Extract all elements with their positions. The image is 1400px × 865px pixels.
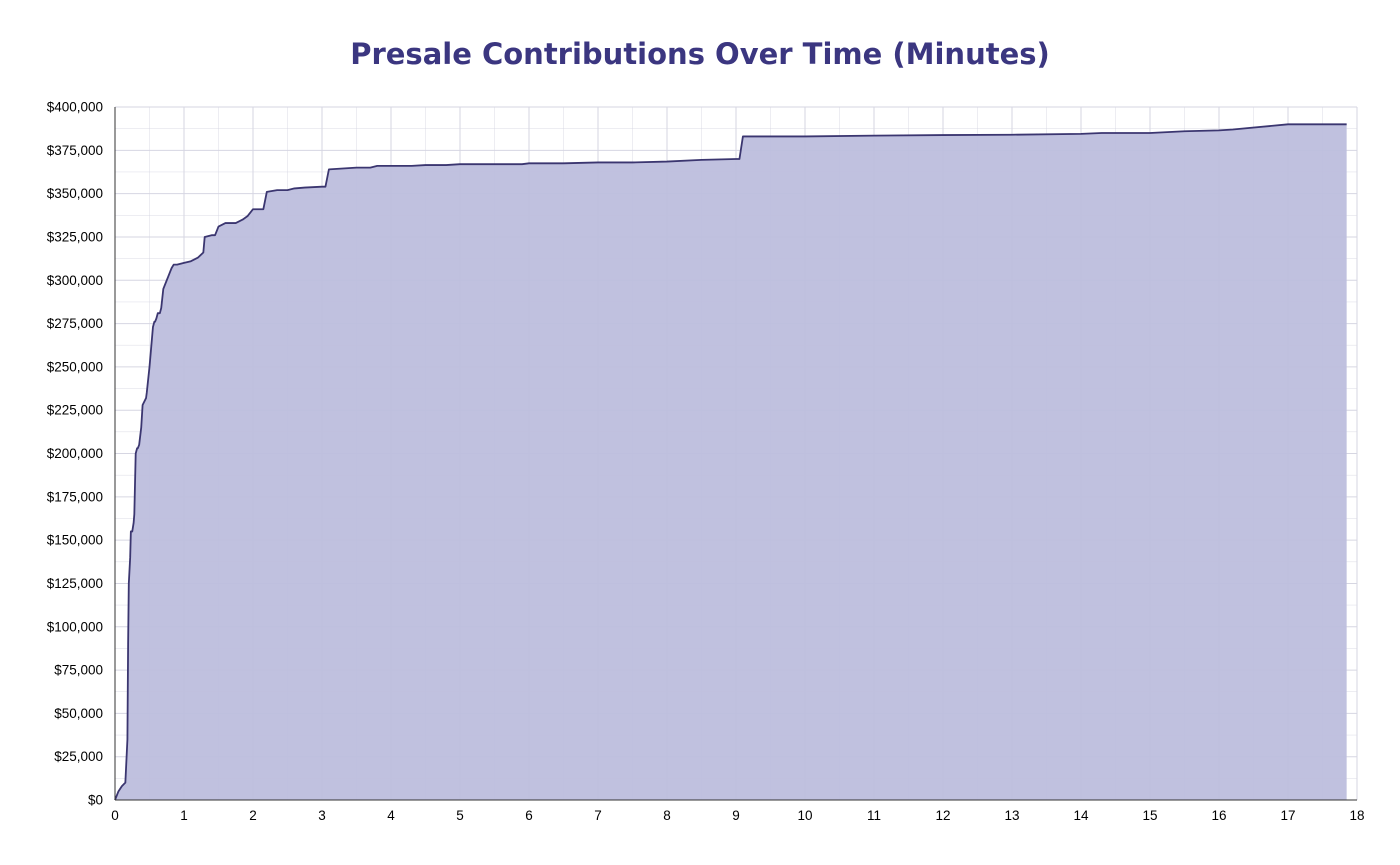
- tick-label-layer: $0 $25,000 $50,000 $75,000 $100,000 $125,000 $…: [47, 100, 1365, 824]
- series-area-fill: [115, 124, 1347, 800]
- y-tick-label: $250,000: [47, 359, 103, 374]
- x-tick-label: 4: [387, 808, 395, 823]
- x-tick-label: 11: [867, 808, 881, 823]
- x-tick-label: 13: [1004, 808, 1019, 823]
- x-tick-label: 9: [732, 808, 740, 823]
- x-tick-label: 17: [1280, 808, 1295, 823]
- x-tick-label: 14: [1073, 808, 1089, 823]
- axis-layer: [114, 107, 1357, 801]
- y-tick-label: $275,000: [47, 316, 103, 331]
- x-tick-label: 10: [797, 808, 812, 823]
- y-tick-label: $225,000: [47, 403, 103, 418]
- x-tick-label: 2: [249, 808, 257, 823]
- y-tick-label: $375,000: [47, 143, 103, 158]
- x-tick-label: 6: [525, 808, 533, 823]
- y-tick-label: $0: [88, 793, 103, 808]
- y-tick-label: $400,000: [47, 100, 103, 115]
- y-tick-label: $325,000: [47, 229, 103, 244]
- area-layer: [114, 123, 1347, 801]
- y-tick-label: $300,000: [47, 273, 103, 288]
- y-tick-label: $75,000: [54, 663, 103, 678]
- x-tick-label: 3: [318, 808, 326, 823]
- y-tick-label: $25,000: [54, 749, 103, 764]
- x-tick-label: 18: [1349, 808, 1364, 823]
- y-tick-label: $100,000: [47, 619, 103, 634]
- y-tick-label: $175,000: [47, 489, 103, 504]
- x-tick-label: 8: [663, 808, 671, 823]
- x-tick-label: 0: [111, 808, 119, 823]
- x-tick-label: 7: [594, 808, 602, 823]
- x-tick-label: 16: [1211, 808, 1226, 823]
- x-tick-label: 12: [935, 808, 950, 823]
- y-tick-label: $50,000: [54, 706, 103, 721]
- x-tick-label: 1: [180, 808, 188, 823]
- x-tick-label: 15: [1142, 808, 1157, 823]
- y-tick-label: $200,000: [47, 446, 103, 461]
- chart-title: Presale Contributions Over Time (Minutes…: [350, 37, 1050, 71]
- y-tick-label: $350,000: [47, 186, 103, 201]
- y-tick-label: $150,000: [47, 533, 103, 548]
- series-line: [114, 123, 1347, 801]
- x-tick-label: 5: [456, 808, 464, 823]
- y-tick-label: $125,000: [47, 576, 103, 591]
